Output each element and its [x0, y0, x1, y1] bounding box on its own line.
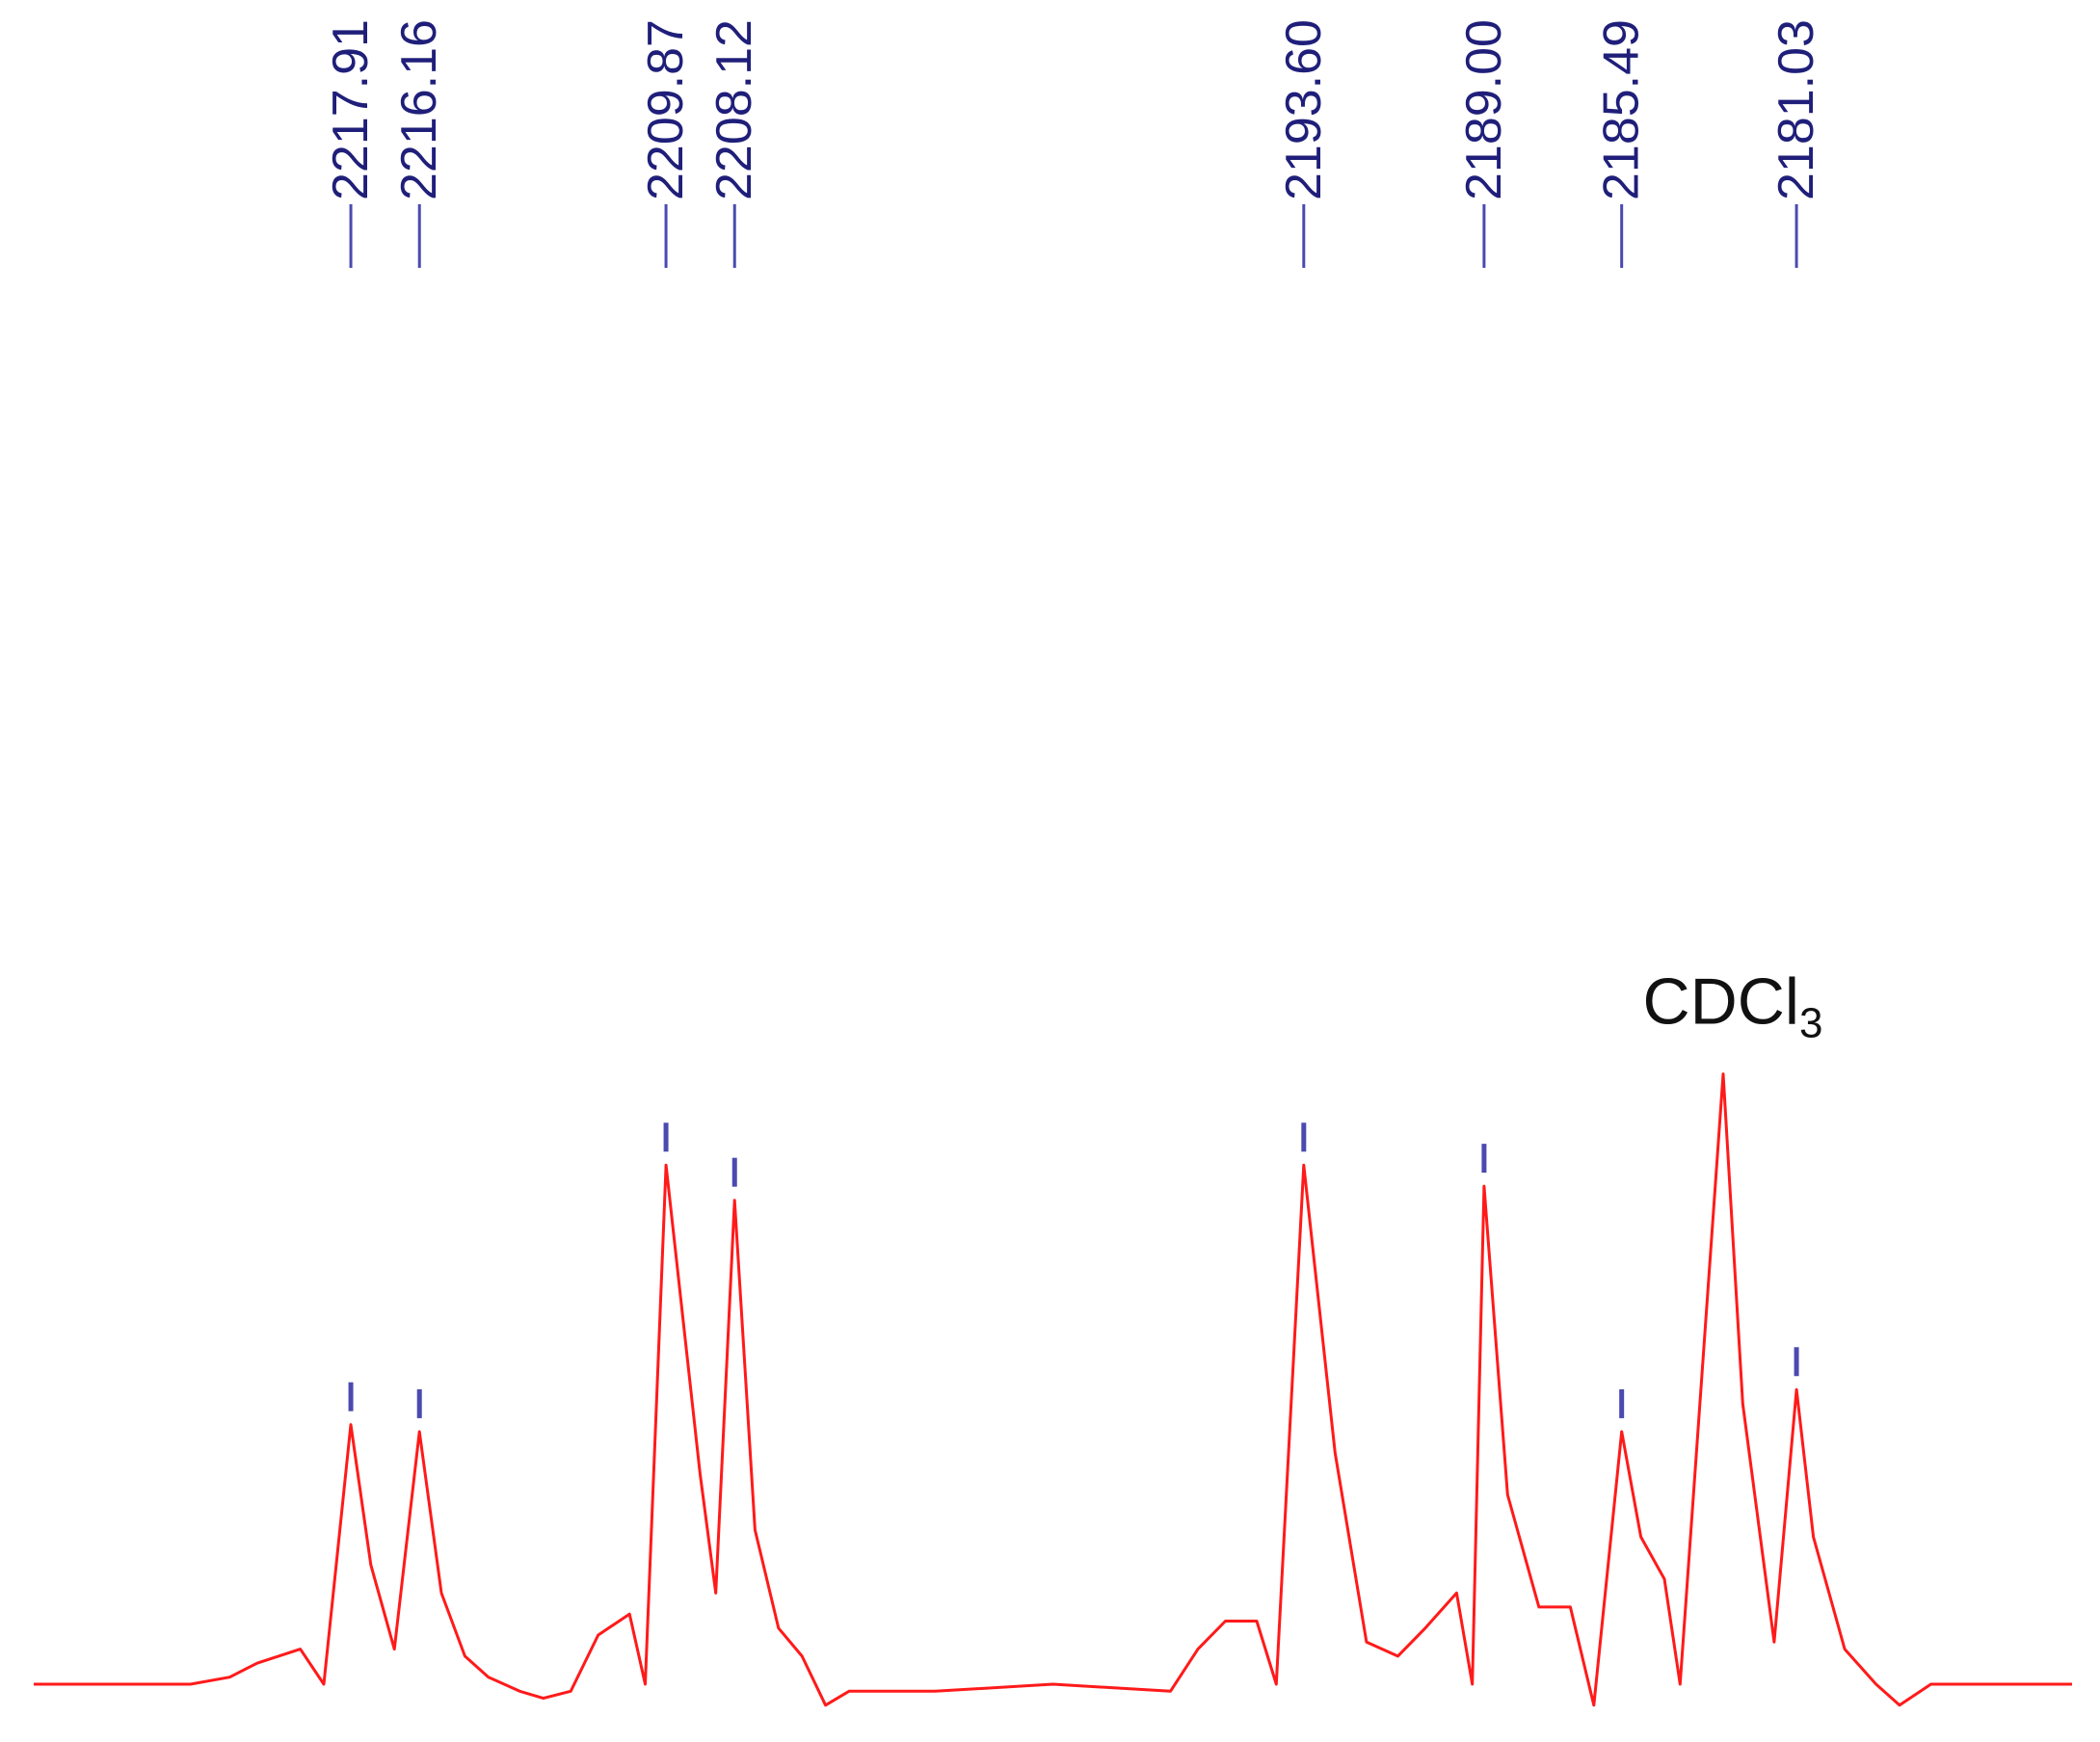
peak-label: 2185.49	[1594, 19, 1650, 200]
solvent-label-main: CDCl	[1643, 965, 1799, 1039]
peak-label: 2209.87	[638, 19, 694, 200]
peak-marker-layer	[348, 1122, 1799, 1418]
solvent-annotation: CDCl3	[1643, 965, 1823, 1047]
solvent-label-subscript: 3	[1799, 1000, 1822, 1047]
spectrum-trace-line	[34, 1072, 2072, 1707]
peak-label: 2217.91	[323, 19, 379, 200]
peak-label: 2193.60	[1276, 19, 1332, 200]
peak-label: 2189.00	[1456, 19, 1512, 200]
peak-label: 2181.03	[1768, 19, 1824, 200]
peak-label-layer: 2217.91 2216.16 2209.87 2208.12 2193.60 2189.…	[323, 19, 1824, 268]
peak-label: 2216.16	[391, 19, 447, 200]
peak-label: 2208.12	[706, 19, 762, 200]
